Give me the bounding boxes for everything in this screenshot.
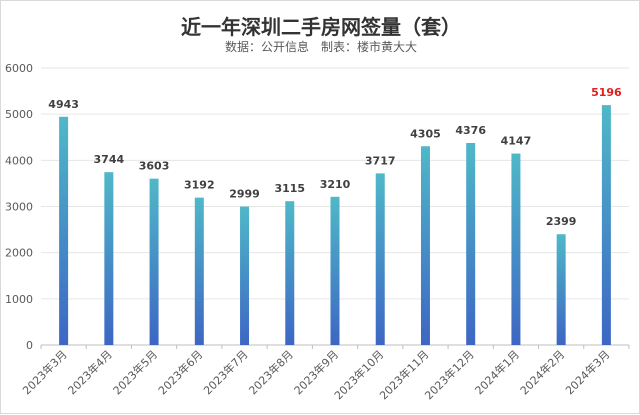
chart-title: 近一年深圳二手房网签量（套） xyxy=(181,15,461,39)
bar xyxy=(420,146,430,345)
data-label: 3115 xyxy=(274,182,305,195)
x-tick-label: 2023年4月 xyxy=(65,347,115,397)
x-tick-label: 2024年2月 xyxy=(517,347,567,397)
x-tick-label: 2023年3月 xyxy=(20,347,70,397)
bar xyxy=(149,178,159,345)
chart-subtitle: 数据：公开信息 制表：楼市黄大大 xyxy=(224,40,417,54)
y-tick-label: 4000 xyxy=(5,154,33,167)
y-tick-label: 0 xyxy=(26,339,33,352)
data-label: 3192 xyxy=(184,179,215,192)
bar xyxy=(601,105,611,345)
bar xyxy=(466,142,476,345)
bar xyxy=(375,173,385,345)
data-label: 4943 xyxy=(48,98,79,111)
x-tick-label: 2024年3月 xyxy=(562,347,612,397)
bar xyxy=(59,116,69,346)
bar xyxy=(556,234,566,345)
data-label: 3210 xyxy=(320,178,351,191)
y-tick-label: 2000 xyxy=(5,247,33,260)
data-label: 4147 xyxy=(501,135,532,148)
bar xyxy=(240,206,250,345)
bar xyxy=(330,196,340,345)
bar xyxy=(104,172,114,345)
bar xyxy=(194,197,204,345)
bar xyxy=(285,201,295,345)
x-tick-label: 2023年8月 xyxy=(246,347,296,397)
x-tick-label: 2023年7月 xyxy=(200,347,250,397)
data-label: 3603 xyxy=(139,160,170,173)
x-tick-label: 2023年5月 xyxy=(110,347,160,397)
x-tick-label: 2023年6月 xyxy=(155,347,205,397)
data-label: 4376 xyxy=(455,124,486,137)
y-tick-label: 1000 xyxy=(5,293,33,306)
y-tick-label: 5000 xyxy=(5,108,33,121)
bar xyxy=(511,153,521,345)
y-tick-label: 3000 xyxy=(5,201,33,214)
data-label: 3717 xyxy=(365,154,396,167)
data-label: 3744 xyxy=(94,153,125,166)
data-label: 5196 xyxy=(591,86,622,99)
x-tick-label: 2023年9月 xyxy=(291,347,341,397)
data-label: 4305 xyxy=(410,127,441,140)
data-label: 2999 xyxy=(229,188,260,201)
y-tick-label: 6000 xyxy=(5,62,33,75)
x-tick-label: 2024年1月 xyxy=(472,347,522,397)
data-label: 2399 xyxy=(546,215,577,228)
